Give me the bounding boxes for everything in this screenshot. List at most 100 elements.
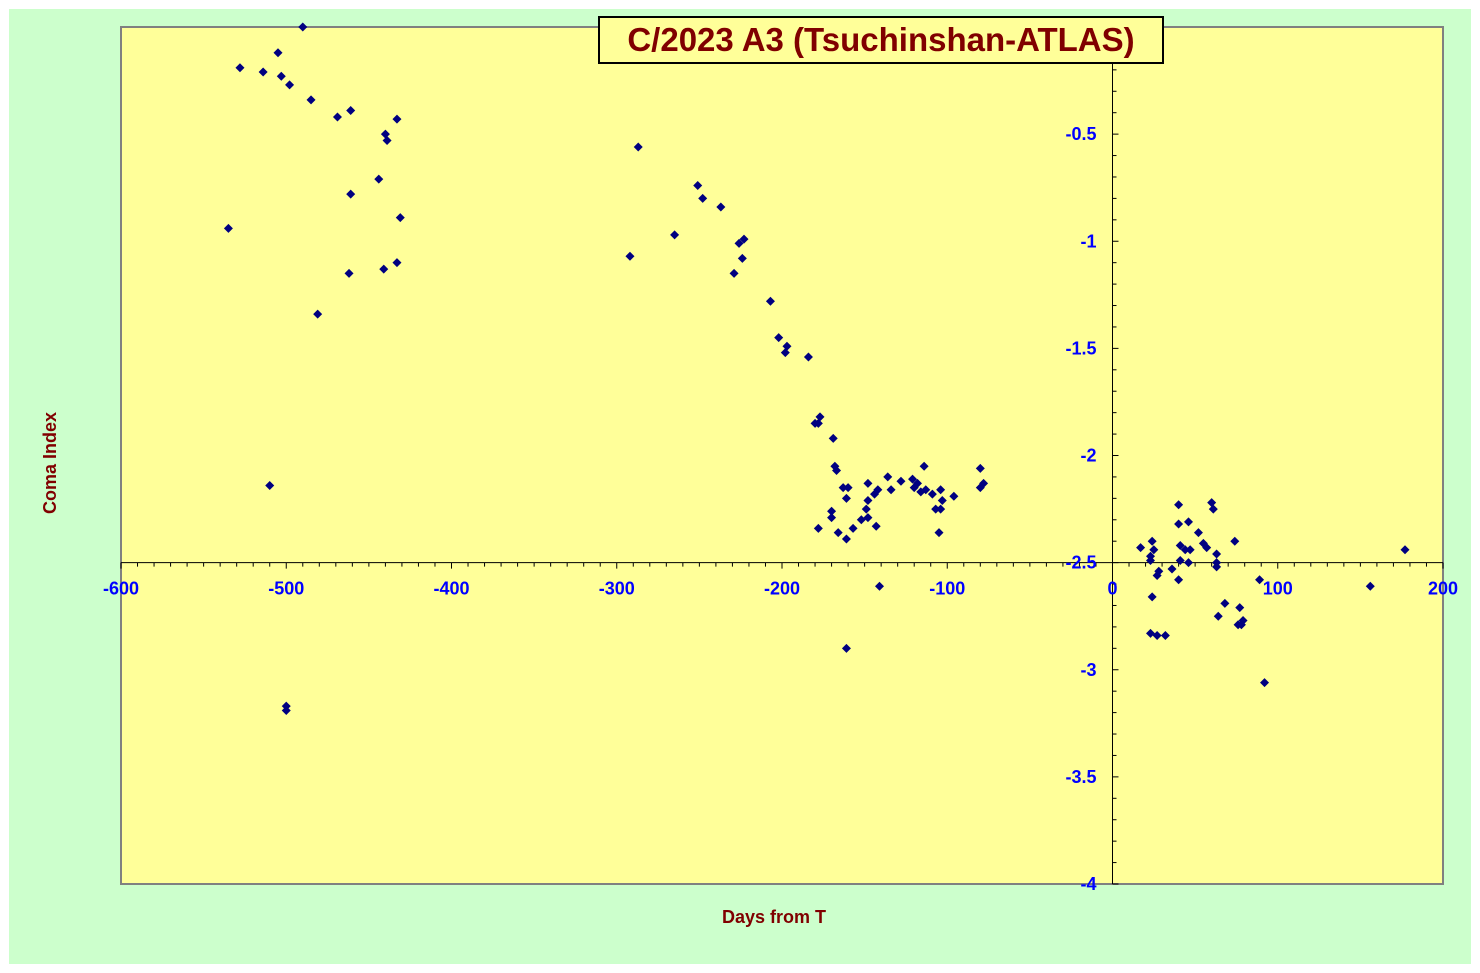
y-tick-label: -1 <box>1080 231 1096 251</box>
y-tick-label: -2.5 <box>1065 553 1096 573</box>
data-point <box>1160 630 1170 640</box>
data-point <box>949 491 959 501</box>
data-point <box>883 472 893 482</box>
data-point <box>909 483 919 493</box>
x-tick-label: -200 <box>764 579 800 599</box>
data-point <box>313 309 323 319</box>
y-tick-label: -3 <box>1080 660 1096 680</box>
data-point <box>861 504 871 514</box>
data-point <box>1147 592 1157 602</box>
data-point <box>235 63 245 73</box>
data-point <box>346 189 356 199</box>
plot-area <box>120 26 1444 885</box>
axes <box>120 26 1444 885</box>
data-point <box>937 495 947 505</box>
data-point <box>896 476 906 486</box>
data-point <box>975 483 985 493</box>
data-point <box>774 333 784 343</box>
x-tick-label: 0 <box>1107 579 1117 599</box>
data-point <box>344 268 354 278</box>
x-tick-label: -500 <box>268 579 304 599</box>
data-point <box>1230 536 1240 546</box>
data-point <box>392 114 402 124</box>
y-tick-label: -2 <box>1080 446 1096 466</box>
data-point <box>827 506 837 516</box>
data-point <box>1220 598 1230 608</box>
data-point <box>346 106 356 116</box>
data-point <box>1149 545 1159 555</box>
data-point <box>936 485 946 495</box>
data-point <box>1174 500 1184 510</box>
data-point <box>1167 564 1177 574</box>
data-point <box>827 513 837 523</box>
data-point <box>828 433 838 443</box>
x-axis-title: Days from T <box>722 907 826 927</box>
data-point <box>856 515 866 525</box>
data-point <box>841 643 851 653</box>
data-point <box>1184 558 1194 568</box>
y-tick-label: -3.5 <box>1065 767 1096 787</box>
data-point <box>782 341 792 351</box>
data-point <box>306 95 316 105</box>
data-point <box>258 67 268 77</box>
data-point <box>1193 528 1203 538</box>
data-point <box>265 480 275 490</box>
data-point <box>863 495 873 505</box>
data-point <box>931 504 941 514</box>
data-point <box>936 504 946 514</box>
data-point <box>1213 611 1223 621</box>
data-point <box>380 129 390 139</box>
data-point <box>698 193 708 203</box>
data-point <box>633 142 643 152</box>
data-point <box>863 478 873 488</box>
data-point <box>810 418 820 428</box>
data-point <box>765 296 775 306</box>
data-point <box>1212 549 1222 559</box>
data-point <box>1212 562 1222 572</box>
data-point <box>332 112 342 122</box>
data-points <box>223 22 1410 715</box>
data-point <box>832 465 842 475</box>
data-point <box>285 80 295 90</box>
x-tick-label: 100 <box>1263 579 1293 599</box>
data-point <box>908 474 918 484</box>
data-point <box>838 483 848 493</box>
data-point <box>1207 498 1217 508</box>
data-point <box>298 22 308 32</box>
x-tick-label: -100 <box>929 579 965 599</box>
data-point <box>1180 545 1190 555</box>
data-point <box>739 234 749 244</box>
data-point <box>734 238 744 248</box>
data-point <box>841 493 851 503</box>
data-point <box>1146 555 1156 565</box>
data-point <box>815 412 825 422</box>
data-point <box>934 528 944 538</box>
data-point <box>1152 630 1162 640</box>
x-tick-label: -600 <box>103 579 139 599</box>
data-point <box>625 251 635 261</box>
data-point <box>1236 620 1246 630</box>
x-tick-label: -400 <box>433 579 469 599</box>
data-point <box>873 485 883 495</box>
data-point <box>374 174 384 184</box>
data-point <box>693 181 703 191</box>
data-point <box>1184 517 1194 527</box>
data-point <box>395 213 405 223</box>
data-point <box>1255 575 1265 585</box>
y-axis-title: Coma Index <box>40 412 60 514</box>
data-point <box>886 485 896 495</box>
data-point <box>1175 555 1185 565</box>
data-point <box>1235 603 1245 613</box>
data-point <box>780 348 790 358</box>
data-point <box>848 523 858 533</box>
data-point <box>737 253 747 263</box>
data-point <box>927 489 937 499</box>
data-point <box>1400 545 1410 555</box>
data-point <box>1202 543 1212 553</box>
data-point <box>919 461 929 471</box>
data-point <box>843 483 853 493</box>
data-point <box>281 705 291 715</box>
y-tick-label: -4 <box>1080 874 1096 894</box>
data-point <box>1174 575 1184 585</box>
